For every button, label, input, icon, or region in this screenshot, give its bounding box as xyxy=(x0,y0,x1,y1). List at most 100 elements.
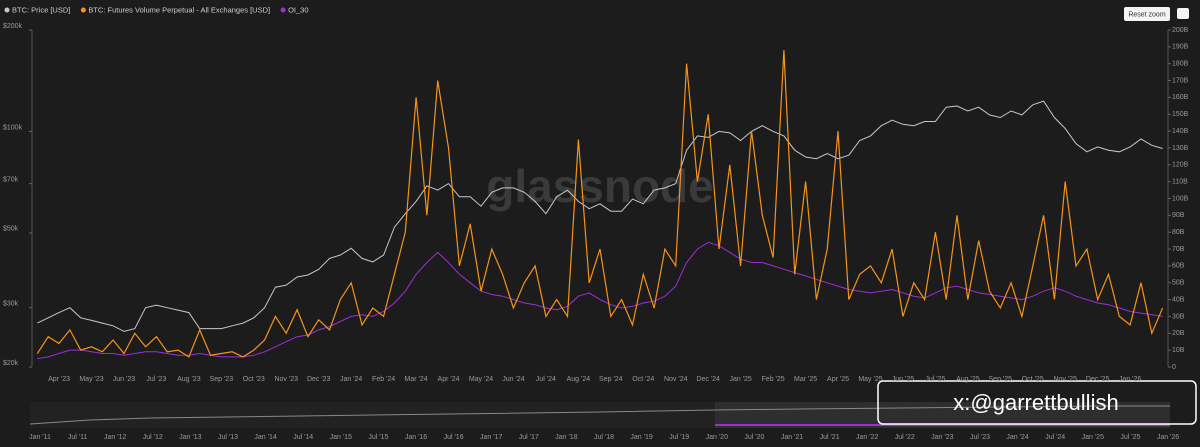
x-tick-label: Jan '24 xyxy=(340,376,362,383)
x-tick-label: Oct '23 xyxy=(243,376,265,383)
y2-tick-label: 110B xyxy=(1172,178,1188,185)
y2-tick-label: 160B xyxy=(1172,94,1189,101)
y2-tick-label: 180B xyxy=(1172,61,1189,68)
x-tick-label: Sep '24 xyxy=(599,376,623,383)
navigator-label: Jul '18 xyxy=(594,434,614,441)
x-tick-label: Jun '24 xyxy=(502,376,524,383)
credit: x:@garrettbullish xyxy=(953,390,1118,415)
navigator-label: Jan '18 xyxy=(555,434,577,441)
x-tick-label: Mar '25 xyxy=(794,376,817,383)
y2-tick-label: 190B xyxy=(1172,44,1189,51)
navigator-label: Jan '14 xyxy=(254,434,276,441)
y2-tick-label: 200B xyxy=(1172,27,1189,34)
navigator-label: Jul '11 xyxy=(68,434,88,441)
y2-tick-label: 100B xyxy=(1172,195,1189,202)
navigator-label: Jan '24 xyxy=(1006,434,1028,441)
y2-tick-label: 170B xyxy=(1172,77,1189,84)
navigator-label: Jul '17 xyxy=(519,434,539,441)
x-tick-label: Mar '24 xyxy=(405,376,428,383)
y2-tick-label: 90B xyxy=(1172,212,1185,219)
y2-tick-label: 130B xyxy=(1172,145,1189,152)
y2-tick-label: 20B xyxy=(1172,330,1185,337)
x-tick-label: Nov '24 xyxy=(664,376,688,383)
y2-tick-label: 80B xyxy=(1172,229,1185,236)
x-tick-label: Oct '25 xyxy=(1022,376,1044,383)
y2-tick-label: 50B xyxy=(1172,280,1185,287)
x-tick-label: Oct '24 xyxy=(632,376,654,383)
x-tick-label: Dec '23 xyxy=(307,376,331,383)
legend-swatch xyxy=(280,7,286,13)
legend: BTC: Price [USD] BTC: Futures Volume Perp… xyxy=(4,5,309,14)
x-tick-label: Jul '25 xyxy=(925,376,945,383)
x-tick-label: May '25 xyxy=(858,376,882,383)
x-tick-label: Apr '24 xyxy=(438,376,460,383)
y-tick-label: $20k xyxy=(3,360,19,367)
x-tick-label: Sep '25 xyxy=(989,376,1013,383)
navigator-label: Jul '24 xyxy=(1045,434,1065,441)
x-tick-label: May '23 xyxy=(79,376,103,383)
x-tick-label: Jun '25 xyxy=(892,376,914,383)
navigator-line xyxy=(29,405,1170,425)
y-tick-label: $70k xyxy=(3,176,19,183)
y-tick-label: $50k xyxy=(3,226,19,233)
legend-label: BTC: Futures Volume Perpetual - All Exch… xyxy=(88,5,270,14)
x-tick-label: Nov '25 xyxy=(1053,376,1077,383)
navigator-label: Jan '20 xyxy=(706,434,728,441)
navigator-label: Jan '15 xyxy=(330,434,352,441)
x-tick-label: Jul '24 xyxy=(536,376,556,383)
x-tick-label: Jan '25 xyxy=(729,376,751,383)
navigator-label: Jan '12 xyxy=(104,434,126,441)
navigator-label: Jan '11 xyxy=(29,434,51,441)
y2-tick-label: 140B xyxy=(1172,128,1189,135)
navigator-label: Jul '14 xyxy=(293,434,313,441)
navigator-label: Jul '12 xyxy=(143,434,163,441)
reset-zoom-label[interactable]: Reset zoom xyxy=(1128,11,1166,18)
x-tick-label: Jan '26 xyxy=(1119,376,1141,383)
y2-tick-label: 0 xyxy=(1172,364,1176,371)
y2-tick-label: 70B xyxy=(1172,246,1185,253)
navigator-label: Jul '19 xyxy=(669,434,689,441)
navigator-label: Jul '20 xyxy=(744,434,764,441)
series-line xyxy=(36,50,1164,358)
x-tick-label: Aug '24 xyxy=(567,376,591,383)
x-tick-label: Dec '25 xyxy=(1086,376,1110,383)
legend-swatch xyxy=(4,7,10,13)
navigator-label: Jul '15 xyxy=(368,434,388,441)
x-tick-label: Apr '23 xyxy=(48,376,70,383)
navigator-label: Jul '25 xyxy=(1120,434,1140,441)
legend-swatch xyxy=(80,7,86,13)
y-tick-label: $30k xyxy=(3,301,19,308)
legend-label: BTC: Price [USD] xyxy=(12,5,70,14)
y2-tick-label: 40B xyxy=(1172,296,1185,303)
navigator-label: Jan '17 xyxy=(480,434,502,441)
navigator-label: Jul '22 xyxy=(895,434,915,441)
x-tick-label: Aug '25 xyxy=(956,376,980,383)
navigator-label: Jan '13 xyxy=(179,434,201,441)
navigator-label: Jan '16 xyxy=(405,434,427,441)
x-tick-label: Jul '23 xyxy=(146,376,166,383)
x-tick-label: Feb '24 xyxy=(372,376,395,383)
camera-button[interactable] xyxy=(1177,8,1189,19)
x-tick-label: Jun '23 xyxy=(113,376,135,383)
x-tick-label: Feb '25 xyxy=(762,376,785,383)
y2-tick-label: 120B xyxy=(1172,162,1189,169)
navigator-label: Jan '19 xyxy=(630,434,652,441)
navigator-label: Jan '23 xyxy=(931,434,953,441)
navigator-label: Jul '23 xyxy=(970,434,990,441)
reset-zoom-button[interactable] xyxy=(1124,7,1170,21)
navigator-label: Jul '13 xyxy=(218,434,238,441)
x-tick-label: Sep '23 xyxy=(210,376,234,383)
y2-tick-label: 30B xyxy=(1172,313,1185,320)
navigator-label: Jan '25 xyxy=(1082,434,1104,441)
credit-box xyxy=(877,380,1197,425)
series-line xyxy=(37,241,1163,360)
navigator-label: Jul '21 xyxy=(820,434,840,441)
navigator-label: Jan '26 xyxy=(1157,434,1179,441)
x-tick-label: Nov '23 xyxy=(274,376,298,383)
y-tick-label: $200k xyxy=(3,23,23,30)
x-tick-label: May '24 xyxy=(469,376,493,383)
y2-tick-label: 150B xyxy=(1172,111,1189,118)
y2-tick-label: 60B xyxy=(1172,263,1185,270)
